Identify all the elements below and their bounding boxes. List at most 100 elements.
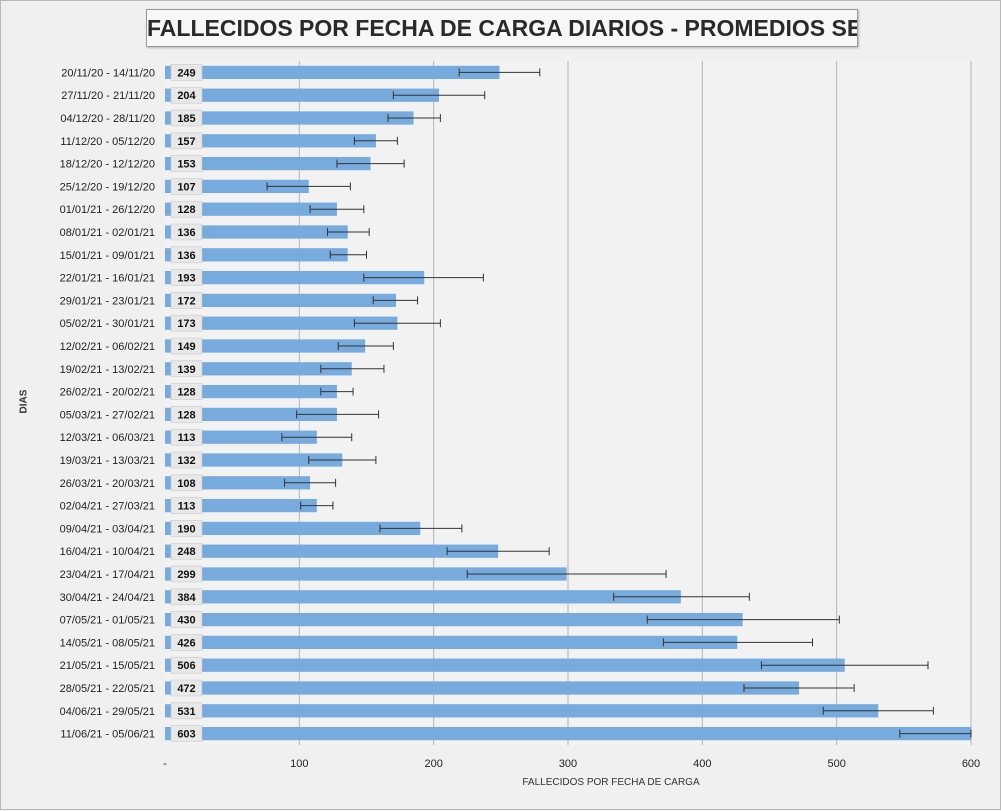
category-label: 21/05/21 - 15/05/21 — [60, 660, 155, 672]
bar — [165, 339, 366, 353]
data-label: 107 — [177, 181, 195, 193]
category-label: 23/04/21 - 17/04/21 — [60, 569, 155, 581]
category-label: 02/04/21 - 27/03/21 — [60, 501, 155, 513]
data-label-box — [170, 109, 203, 127]
category-label: 12/02/21 - 06/02/21 — [60, 341, 155, 353]
category-label: 09/04/21 - 03/04/21 — [60, 523, 155, 535]
data-label-box — [170, 360, 203, 378]
bar — [165, 270, 425, 285]
bar — [165, 293, 397, 308]
data-label: 136 — [177, 250, 195, 262]
data-label-box — [170, 497, 203, 514]
bar — [165, 384, 337, 399]
data-label-box — [170, 223, 203, 241]
bar — [165, 453, 343, 467]
category-label: 25/12/20 - 19/12/20 — [60, 181, 155, 193]
x-tick-label: 100 — [290, 758, 308, 770]
data-label: 248 — [177, 546, 195, 558]
data-label: 603 — [177, 729, 195, 741]
bar — [165, 635, 738, 650]
data-label-box — [170, 406, 203, 423]
data-label-box — [170, 314, 203, 332]
category-label: 30/04/21 - 24/04/21 — [60, 592, 155, 604]
bar — [165, 65, 500, 80]
data-label-box — [170, 542, 203, 560]
category-label: 14/05/21 - 08/05/21 — [60, 637, 155, 649]
data-label: 384 — [177, 592, 196, 604]
bar — [165, 567, 567, 581]
data-label-box — [170, 656, 203, 674]
data-label-box — [170, 155, 203, 172]
data-label: 193 — [177, 273, 195, 285]
data-label: 204 — [177, 90, 196, 102]
bar — [165, 521, 421, 536]
data-label: 113 — [178, 501, 196, 513]
data-label: 153 — [177, 159, 195, 171]
data-label: 430 — [177, 615, 195, 627]
category-label: 27/11/20 - 21/11/20 — [61, 90, 155, 102]
x-tick-label: - — [163, 758, 167, 770]
category-label: 26/02/21 - 20/02/21 — [60, 387, 155, 399]
data-label-box — [170, 634, 203, 651]
category-label: 04/06/21 - 29/05/21 — [60, 706, 155, 718]
bar — [165, 681, 800, 695]
data-label: 157 — [177, 136, 195, 148]
bar — [165, 498, 317, 513]
data-label: 299 — [177, 569, 195, 581]
x-tick-label: 400 — [693, 758, 711, 770]
bar — [165, 612, 743, 627]
data-label-box — [170, 383, 203, 400]
data-label: 132 — [177, 455, 195, 467]
category-label: 16/04/21 - 10/04/21 — [60, 546, 155, 558]
data-label: 185 — [177, 113, 195, 125]
data-label-box — [170, 246, 203, 264]
category-label: 07/05/21 - 01/05/21 — [60, 615, 155, 627]
data-label: 190 — [177, 523, 195, 535]
data-label: 128 — [177, 387, 195, 399]
category-label: 29/01/21 - 23/01/21 — [60, 295, 155, 307]
category-label: 11/06/21 - 05/06/21 — [60, 729, 155, 741]
x-axis-label: FALLECIDOS POR FECHA DE CARGA — [522, 777, 700, 788]
data-label: 108 — [177, 478, 195, 490]
category-label: 04/12/20 - 28/11/20 — [60, 113, 155, 125]
data-label-box — [170, 565, 203, 583]
category-label: 11/12/20 - 05/12/20 — [60, 136, 155, 148]
x-tick-label: 600 — [962, 758, 980, 770]
data-label-box — [170, 86, 203, 104]
bar — [165, 658, 845, 672]
data-label-box — [170, 451, 203, 469]
data-label-box — [170, 132, 203, 150]
data-label-box — [170, 702, 203, 720]
x-tick-label: 500 — [827, 758, 845, 770]
bar — [165, 590, 681, 604]
data-label: 506 — [177, 660, 195, 672]
data-label-box — [170, 611, 203, 628]
data-label-box — [170, 474, 203, 492]
data-label-box — [170, 292, 203, 309]
chart-title: FALLECIDOS POR FECHA DE CARGA DIARIOS - … — [146, 9, 858, 47]
data-label: 139 — [177, 364, 195, 376]
category-label: 19/03/21 - 13/03/21 — [60, 455, 155, 467]
bar — [165, 225, 348, 239]
category-label: 28/05/21 - 22/05/21 — [60, 683, 155, 695]
bar — [165, 362, 352, 376]
data-label: 472 — [177, 683, 195, 695]
bar — [165, 544, 499, 558]
data-label-box — [170, 337, 203, 355]
data-label: 149 — [177, 341, 195, 353]
x-tick-label: 200 — [424, 758, 442, 770]
data-label: 128 — [177, 409, 195, 421]
category-label: 01/01/21 - 26/12/20 — [60, 204, 155, 216]
bar — [165, 248, 348, 262]
bar — [165, 202, 337, 216]
bar — [165, 430, 317, 444]
data-label: 249 — [177, 67, 195, 79]
category-label: 05/03/21 - 27/02/21 — [60, 409, 155, 421]
data-label: 531 — [177, 706, 195, 718]
data-label: 136 — [177, 227, 195, 239]
data-label-box — [170, 269, 203, 286]
x-tick-label: 300 — [559, 758, 577, 770]
category-label: 12/03/21 - 06/03/21 — [60, 432, 155, 444]
